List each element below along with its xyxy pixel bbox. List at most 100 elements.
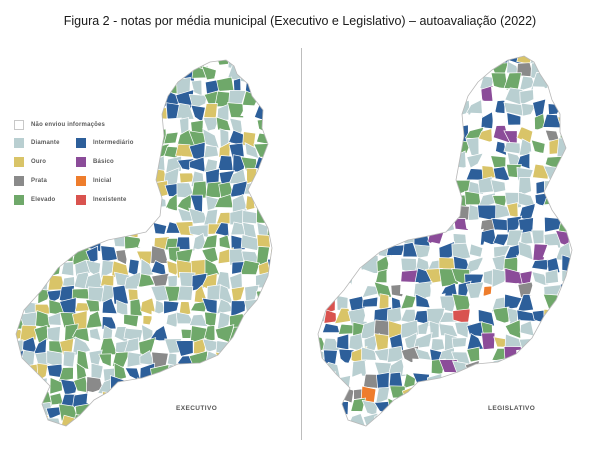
- municipality: [321, 423, 342, 426]
- municipality: [477, 387, 498, 403]
- municipality: [137, 209, 154, 227]
- municipality: [322, 60, 338, 75]
- municipality: [362, 229, 378, 247]
- municipality: [556, 194, 572, 205]
- municipality: [571, 127, 572, 144]
- municipality: [71, 223, 88, 240]
- legend-swatch-prata: [14, 176, 24, 186]
- municipality: [321, 97, 339, 118]
- municipality: [71, 208, 88, 224]
- municipality: [430, 387, 443, 405]
- municipality: [360, 206, 380, 217]
- municipality: [75, 90, 90, 107]
- municipality: [362, 56, 379, 65]
- municipality: [490, 423, 511, 426]
- municipality: [318, 189, 323, 204]
- municipality: [125, 211, 144, 226]
- municipality: [482, 285, 493, 297]
- municipality: [62, 91, 79, 108]
- municipality: [32, 272, 50, 291]
- municipality: [531, 259, 550, 271]
- legend-item-prata: Prata: [14, 176, 76, 186]
- municipality: [256, 313, 272, 330]
- municipality: [334, 165, 349, 183]
- municipality: [519, 412, 537, 426]
- municipality: [20, 431, 39, 445]
- municipality: [112, 104, 129, 121]
- municipality: [16, 207, 25, 224]
- municipality: [548, 74, 563, 91]
- municipality: [505, 428, 521, 443]
- municipality: [318, 293, 329, 313]
- municipality: [137, 68, 153, 83]
- municipality: [20, 394, 40, 408]
- municipality: [454, 150, 467, 169]
- municipality: [123, 60, 143, 68]
- municipality: [412, 423, 431, 426]
- municipality: [557, 205, 572, 223]
- municipality: [322, 56, 341, 62]
- municipality: [240, 365, 259, 383]
- municipality: [255, 63, 272, 84]
- municipality: [16, 364, 27, 381]
- municipality: [559, 156, 572, 171]
- municipality: [412, 56, 431, 67]
- municipality: [268, 310, 272, 331]
- municipality: [532, 411, 545, 425]
- municipality: [413, 195, 431, 208]
- municipality: [430, 72, 446, 90]
- municipality: [16, 284, 24, 305]
- municipality: [33, 91, 50, 108]
- municipality: [60, 261, 75, 277]
- municipality: [253, 415, 272, 426]
- municipality: [376, 140, 394, 157]
- municipality: [412, 59, 432, 79]
- municipality: [71, 327, 90, 343]
- municipality: [559, 56, 571, 65]
- municipality: [74, 302, 92, 312]
- municipality: [142, 315, 154, 326]
- municipality: [245, 352, 257, 369]
- municipality: [165, 64, 180, 84]
- municipality: [35, 258, 53, 279]
- municipality: [574, 424, 587, 443]
- municipality: [204, 362, 219, 380]
- municipality: [336, 177, 353, 193]
- municipality: [175, 363, 196, 378]
- municipality: [425, 217, 445, 236]
- municipality: [464, 63, 483, 78]
- municipality: [399, 138, 419, 157]
- municipality: [375, 386, 391, 405]
- municipality: [85, 299, 100, 313]
- municipality: [348, 125, 364, 144]
- municipality: [137, 377, 157, 394]
- municipality: [362, 296, 379, 308]
- municipality: [266, 209, 272, 227]
- municipality: [570, 296, 572, 312]
- municipality: [123, 81, 144, 97]
- municipality: [441, 115, 457, 128]
- municipality: [348, 164, 368, 182]
- municipality: [570, 231, 572, 243]
- municipality: [33, 206, 50, 223]
- municipality: [334, 59, 350, 78]
- municipality: [318, 371, 329, 392]
- municipality: [556, 386, 572, 401]
- municipality: [455, 75, 472, 93]
- municipality: [388, 87, 402, 103]
- municipality: [16, 246, 24, 265]
- municipality: [123, 337, 140, 354]
- municipality: [427, 125, 442, 145]
- municipality: [441, 205, 457, 222]
- municipality: [442, 164, 457, 184]
- municipality: [531, 229, 545, 245]
- municipality: [360, 127, 379, 142]
- municipality: [376, 190, 390, 205]
- municipality: [163, 300, 180, 315]
- municipality: [483, 269, 494, 286]
- municipality: [465, 56, 482, 66]
- legend-swatch-elevado: [14, 195, 24, 205]
- municipality: [399, 56, 416, 63]
- legend-item-basico: Básico: [76, 157, 156, 167]
- municipality: [113, 414, 128, 426]
